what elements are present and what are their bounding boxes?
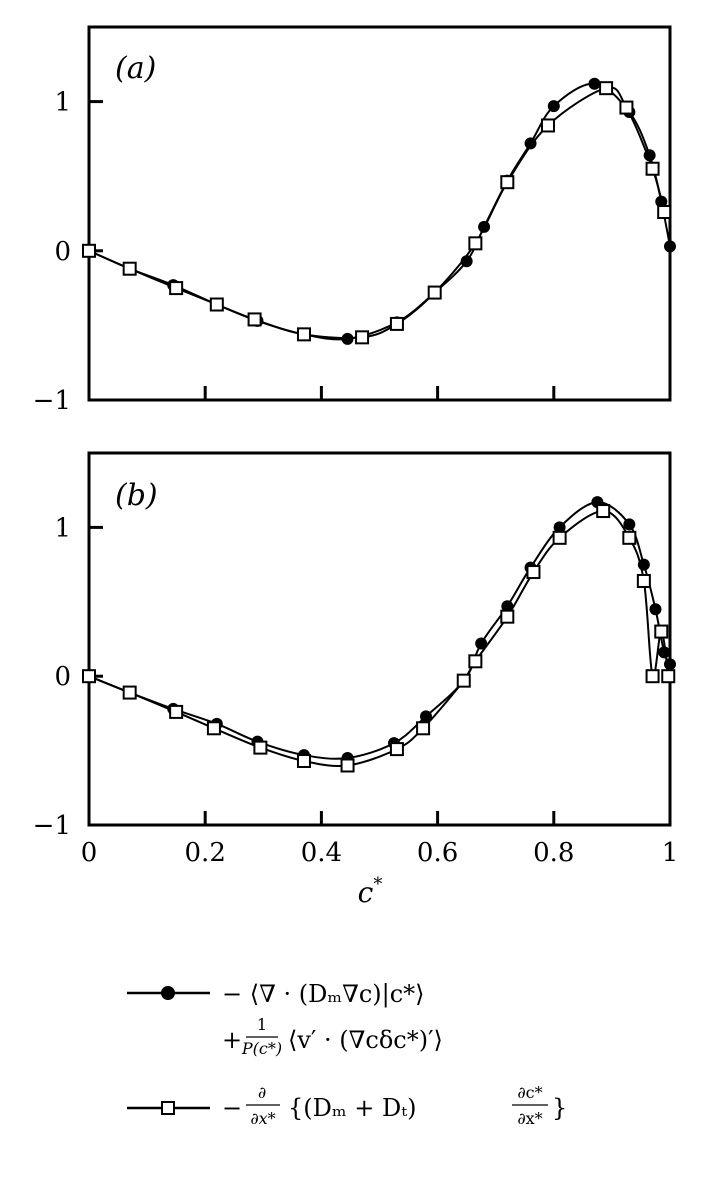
legend-marker-open-square (161, 1101, 175, 1115)
x-tick-label: 0.8 (533, 838, 574, 868)
legend-entry-1-line2-rest: ⟨v′ · (∇cδc*)′⟩ (288, 1026, 443, 1054)
panel-a-series (82, 77, 676, 345)
data-point-filled-circle (658, 646, 671, 659)
data-point-filled-circle (664, 240, 676, 253)
data-point-open-square (540, 118, 555, 133)
series-line-open-square (88, 86, 666, 340)
y-tick-label: −1 (33, 386, 71, 416)
data-point-filled-circle (547, 100, 560, 113)
x-axis-title-superscript: * (373, 874, 382, 895)
data-point-open-square (82, 243, 96, 258)
data-point-filled-circle (649, 603, 662, 616)
y-tick-label: 0 (54, 237, 71, 267)
legend-entry-1-frac-den: P(c*) (241, 1039, 282, 1058)
x-tick-label: 0.2 (185, 838, 226, 868)
data-point-open-square (427, 285, 442, 300)
data-point-open-square (657, 205, 672, 220)
series-line-open-square (88, 510, 670, 768)
panel-b-y-ticks: −1 0 1 (33, 513, 103, 841)
legend-entry-1-line2-prefix: + (222, 1026, 242, 1054)
data-point-open-square (526, 565, 541, 580)
data-point-open-square (209, 297, 224, 312)
panel-a-x-ticks (87, 386, 672, 400)
data-point-filled-circle (588, 77, 601, 90)
x-tick-label: 0 (81, 838, 98, 868)
x-tick-label: 0.4 (301, 838, 342, 868)
legend-entry-1-frac-num: 1 (257, 1015, 267, 1034)
panel-b-series (82, 496, 676, 773)
data-point-open-square (645, 161, 660, 176)
x-axis-title: c* (358, 874, 383, 909)
data-point-open-square (552, 530, 567, 545)
panel-b: (b) 0 0.2 0.4 0.6 0.8 1 −1 0 1 (33, 451, 679, 868)
data-point-open-square (169, 704, 184, 719)
legend-entry-1-line1: − ⟨∇ · (Dₘ∇c)|c*⟩ (222, 980, 425, 1009)
data-point-open-square (253, 740, 268, 755)
legend-entry-2-rest-frac-num: ∂c* (517, 1083, 542, 1102)
panel-b-label: (b) (115, 478, 158, 513)
y-tick-label: −1 (33, 811, 71, 841)
data-point-open-square (619, 100, 634, 115)
data-point-open-square (456, 673, 471, 688)
data-point-open-square (599, 81, 614, 96)
data-point-filled-circle (475, 637, 488, 650)
series-line-filled-circle (88, 82, 671, 341)
data-point-open-square (122, 261, 137, 276)
panel-a-frame (87, 25, 672, 402)
data-point-open-square (296, 754, 311, 769)
data-point-open-square (355, 330, 370, 345)
data-point-open-square (389, 742, 404, 757)
legend-entry-2-rest-frac-den: ∂x* (517, 1109, 542, 1128)
panel-a-label: (a) (115, 51, 156, 86)
data-point-open-square (389, 316, 404, 331)
data-point-open-square (340, 758, 355, 773)
legend-entry-2-rest-close: } (552, 1094, 567, 1122)
y-tick-label: 1 (54, 513, 71, 543)
data-point-open-square (169, 281, 184, 296)
data-point-open-square (416, 721, 431, 736)
data-point-open-square (468, 236, 483, 251)
data-point-open-square (468, 654, 483, 669)
y-tick-label: 1 (54, 88, 71, 118)
data-point-filled-circle (623, 518, 636, 531)
legend-entry-2-frac-num: ∂ (258, 1083, 266, 1102)
data-point-open-square (661, 669, 676, 684)
x-axis-title-text: c (358, 876, 374, 909)
y-tick-label: 0 (54, 662, 71, 692)
legend: − ⟨∇ · (Dₘ∇c)|c*⟩ + 1 P(c*) ⟨v′ · (∇cδc*… (127, 980, 567, 1128)
data-point-open-square (82, 669, 96, 684)
panel-b-x-ticks: 0 0.2 0.4 0.6 0.8 1 (81, 811, 679, 868)
legend-entry-filled-circle: − ⟨∇ · (Dₘ∇c)|c*⟩ + 1 P(c*) ⟨v′ · (∇cδc*… (127, 980, 443, 1058)
data-point-open-square (247, 312, 262, 327)
data-point-open-square (500, 609, 515, 624)
data-point-filled-circle (419, 710, 432, 723)
series-line-filled-circle (88, 501, 671, 760)
data-point-open-square (654, 624, 669, 639)
data-point-open-square (500, 175, 515, 190)
x-tick-label: 1 (662, 838, 679, 868)
x-tick-label: 0.6 (417, 838, 458, 868)
data-point-open-square (596, 504, 611, 519)
data-point-open-square (645, 669, 660, 684)
data-point-open-square (206, 721, 221, 736)
data-point-open-square (122, 685, 137, 700)
data-point-open-square (636, 573, 651, 588)
legend-entry-2-frac-den: ∂x* (250, 1109, 275, 1128)
data-point-open-square (296, 327, 311, 342)
panel-a: (a) −1 0 1 (33, 25, 676, 416)
data-point-filled-circle (501, 600, 514, 613)
legend-entry-2-prefix: − (222, 1094, 242, 1122)
panel-b-frame (87, 451, 672, 827)
data-point-open-square (622, 530, 637, 545)
legend-entry-open-square: − ∂ ∂x* {(Dₘ + Dₜ) ∂c* ∂x* } (127, 1083, 567, 1128)
data-point-filled-circle (553, 521, 566, 534)
legend-marker-filled-circle (161, 986, 175, 1000)
legend-entry-2-rest-open: {(Dₘ + Dₜ) (288, 1094, 416, 1122)
